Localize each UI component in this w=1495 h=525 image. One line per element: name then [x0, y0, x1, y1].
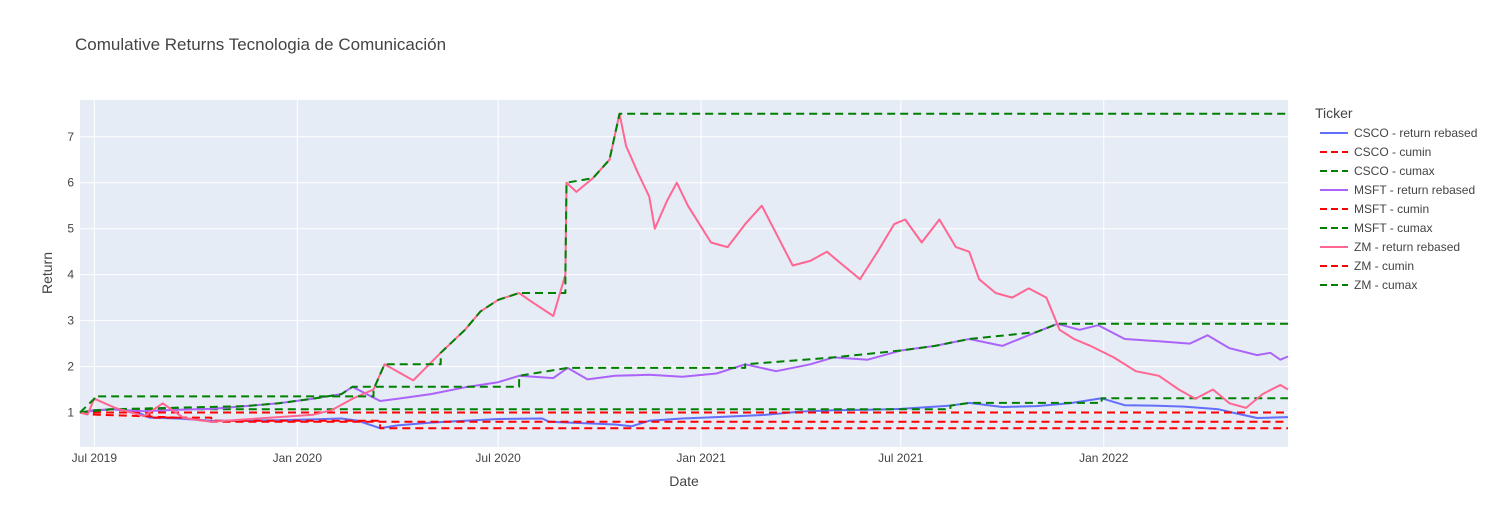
x-tick-label: Jul 2021 — [878, 451, 924, 465]
y-tick-label: 6 — [67, 176, 74, 190]
series-line-zm-cumax — [79, 112, 1288, 414]
chart-title: Comulative Returns Tecnologia de Comunic… — [75, 35, 446, 54]
y-tick-label: 2 — [67, 360, 74, 374]
legend-label: ZM - cumin — [1354, 259, 1414, 273]
x-tick-label: Jul 2019 — [72, 451, 118, 465]
x-tick-label: Jul 2020 — [475, 451, 521, 465]
series-line-msft-cumax — [79, 322, 1288, 414]
x-axis-title: Date — [669, 473, 699, 489]
legend-title: Ticker — [1315, 105, 1353, 121]
series-line-zm-return-rebased — [79, 112, 1289, 423]
legend-label: MSFT - cumax — [1354, 221, 1432, 235]
y-tick-label: 1 — [67, 406, 74, 420]
legend-label: CSCO - return rebased — [1354, 126, 1477, 140]
x-tick-label: Jan 2020 — [273, 451, 323, 465]
series-line-csco-cumax — [79, 397, 1288, 414]
y-tick-labels: 1 2 3 4 5 6 7 — [67, 130, 74, 420]
y-axis-title: Return — [39, 252, 55, 294]
x-tick-label: Jan 2022 — [1079, 451, 1129, 465]
legend: Ticker CSCO - return rebased CSCO - cumin… — [1315, 105, 1477, 292]
legend-label: ZM - cumax — [1354, 278, 1417, 292]
y-tick-label: 7 — [67, 130, 74, 144]
y-tick-label: 3 — [67, 314, 74, 328]
series-lines — [79, 112, 1289, 430]
legend-label: CSCO - cumax — [1354, 164, 1435, 178]
y-tick-label: 4 — [67, 268, 74, 282]
x-tick-labels: Jul 2019 Jan 2020 Jul 2020 Jan 2021 Jul 2021… — [72, 451, 1129, 465]
x-tick-label: Jan 2021 — [676, 451, 726, 465]
plot-area — [80, 100, 1288, 447]
legend-label: MSFT - cumin — [1354, 202, 1429, 216]
grid-lines — [80, 100, 1288, 447]
legend-label: ZM - return rebased — [1354, 240, 1460, 254]
legend-label: CSCO - cumin — [1354, 145, 1431, 159]
legend-label: MSFT - return rebased — [1354, 183, 1475, 197]
y-tick-label: 5 — [67, 222, 74, 236]
